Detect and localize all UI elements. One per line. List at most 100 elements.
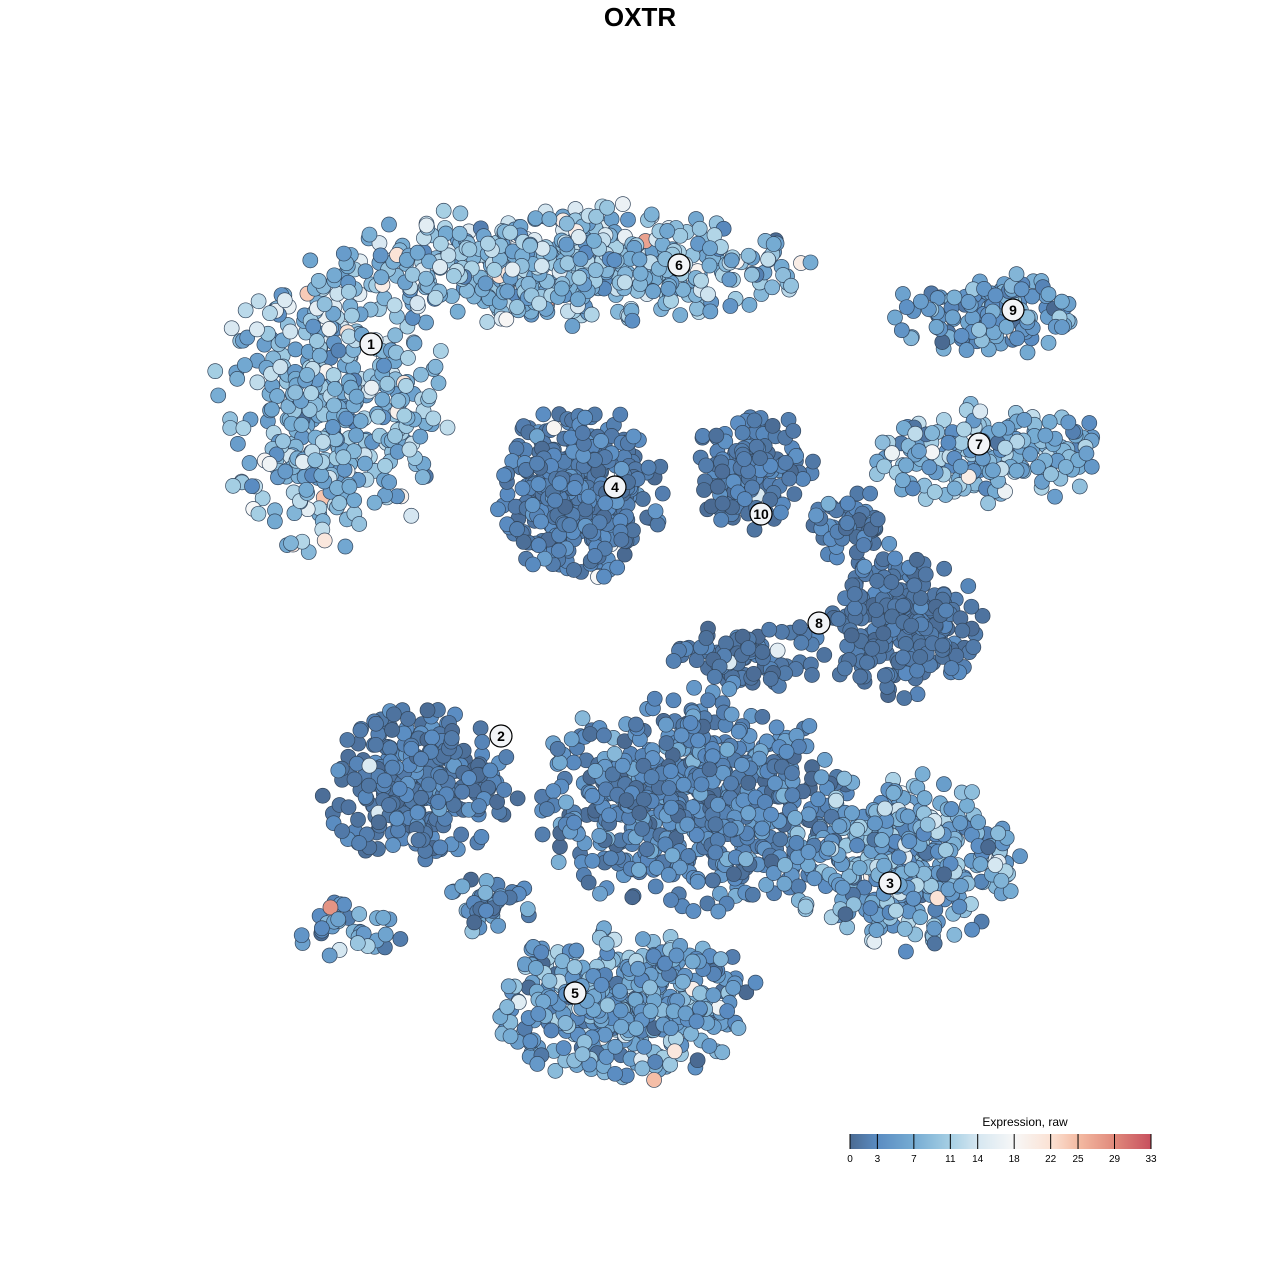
data-point <box>916 790 933 806</box>
data-point <box>398 378 414 394</box>
data-point <box>895 286 911 302</box>
data-point <box>765 236 782 252</box>
data-point <box>956 421 972 438</box>
data-point <box>334 823 350 839</box>
data-point <box>482 762 499 779</box>
data-point <box>723 252 740 269</box>
data-point <box>376 772 393 789</box>
data-point <box>859 654 875 671</box>
data-point <box>894 472 911 489</box>
data-point <box>566 480 583 496</box>
data-point <box>767 775 783 792</box>
data-point <box>747 974 764 991</box>
data-point <box>693 776 710 793</box>
data-point <box>413 790 429 806</box>
data-point <box>343 307 360 324</box>
data-point <box>784 765 800 781</box>
colorbar <box>850 1134 1151 1149</box>
data-point <box>702 240 718 257</box>
data-point <box>855 537 872 553</box>
data-point <box>926 484 943 500</box>
data-point <box>701 761 718 778</box>
data-point <box>991 421 1008 438</box>
data-point <box>309 333 325 349</box>
data-point <box>398 252 415 268</box>
data-point <box>778 743 795 760</box>
data-point <box>1030 459 1046 476</box>
data-point <box>533 258 550 274</box>
data-point <box>672 307 689 323</box>
data-point <box>314 787 331 804</box>
data-point <box>424 729 440 746</box>
data-point <box>293 927 310 944</box>
data-point <box>632 265 649 282</box>
data-point <box>587 262 604 279</box>
data-point <box>349 935 366 951</box>
data-point <box>802 254 819 271</box>
data-point <box>276 292 293 309</box>
data-point <box>466 914 483 931</box>
data-point <box>890 849 907 866</box>
data-point <box>381 216 397 233</box>
data-point <box>574 425 591 441</box>
data-point <box>700 286 716 303</box>
data-point <box>377 458 393 474</box>
data-point <box>754 708 771 725</box>
data-point <box>869 573 885 589</box>
data-point <box>584 852 601 869</box>
data-point <box>710 796 726 813</box>
data-point <box>267 513 283 530</box>
data-point <box>1060 414 1077 431</box>
data-point <box>361 777 377 794</box>
data-point <box>384 722 400 738</box>
data-point <box>685 903 702 919</box>
colorbar-tick-label: 33 <box>1145 1154 1157 1165</box>
data-point <box>885 785 902 801</box>
data-point <box>761 621 778 638</box>
data-point <box>816 647 833 663</box>
data-point <box>710 903 727 920</box>
cluster-label: 8 <box>815 615 823 631</box>
data-point <box>396 407 413 424</box>
data-point <box>913 293 929 310</box>
data-point <box>509 790 526 807</box>
data-point <box>406 335 423 352</box>
data-point <box>646 690 663 707</box>
data-point <box>596 568 612 585</box>
data-point <box>722 298 739 314</box>
data-point <box>639 841 655 858</box>
data-point <box>785 423 802 439</box>
data-point <box>609 559 626 576</box>
data-point <box>591 827 608 844</box>
data-point <box>499 283 516 300</box>
data-point <box>919 816 936 833</box>
data-point <box>418 314 434 331</box>
data-point <box>382 740 398 757</box>
data-point <box>454 783 471 800</box>
data-point <box>351 906 368 922</box>
data-point <box>1053 293 1070 310</box>
data-point <box>348 427 364 444</box>
data-point <box>351 516 368 532</box>
data-point <box>876 458 893 475</box>
data-point <box>550 854 567 870</box>
data-point <box>607 1038 624 1055</box>
data-point <box>763 806 779 823</box>
data-point <box>498 311 515 328</box>
data-point <box>582 726 599 742</box>
data-point <box>237 302 254 319</box>
data-point <box>830 611 847 627</box>
data-point <box>330 342 347 359</box>
data-point <box>972 856 989 873</box>
data-point <box>272 359 289 375</box>
data-point <box>335 245 352 262</box>
data-point <box>674 973 691 990</box>
data-point <box>340 799 357 816</box>
cluster-label: 9 <box>1009 302 1017 318</box>
data-point <box>583 306 600 323</box>
data-point <box>675 776 692 793</box>
data-point <box>777 454 794 471</box>
data-point <box>445 268 462 284</box>
data-point <box>372 247 389 264</box>
data-point <box>936 560 952 577</box>
